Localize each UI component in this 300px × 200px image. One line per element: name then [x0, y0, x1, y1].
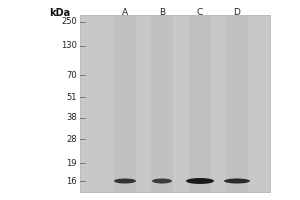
Text: D: D [234, 8, 240, 17]
Text: 19: 19 [67, 158, 77, 168]
Bar [114, 15, 136, 192]
Text: 51: 51 [67, 92, 77, 102]
Text: 16: 16 [66, 176, 77, 186]
Bar [80, 15, 270, 192]
Bar [226, 15, 248, 192]
Text: A: A [122, 8, 128, 17]
Text: 250: 250 [61, 18, 77, 26]
Ellipse shape [186, 178, 214, 184]
Text: C: C [197, 8, 203, 17]
Bar [151, 15, 173, 192]
Text: kDa: kDa [49, 8, 70, 18]
Text: 28: 28 [66, 134, 77, 144]
Ellipse shape [224, 178, 250, 184]
Bar [189, 15, 211, 192]
Text: 38: 38 [66, 114, 77, 122]
Text: B: B [159, 8, 165, 17]
Ellipse shape [114, 178, 136, 184]
Text: 70: 70 [66, 71, 77, 79]
Text: 130: 130 [61, 42, 77, 50]
Ellipse shape [152, 178, 172, 184]
